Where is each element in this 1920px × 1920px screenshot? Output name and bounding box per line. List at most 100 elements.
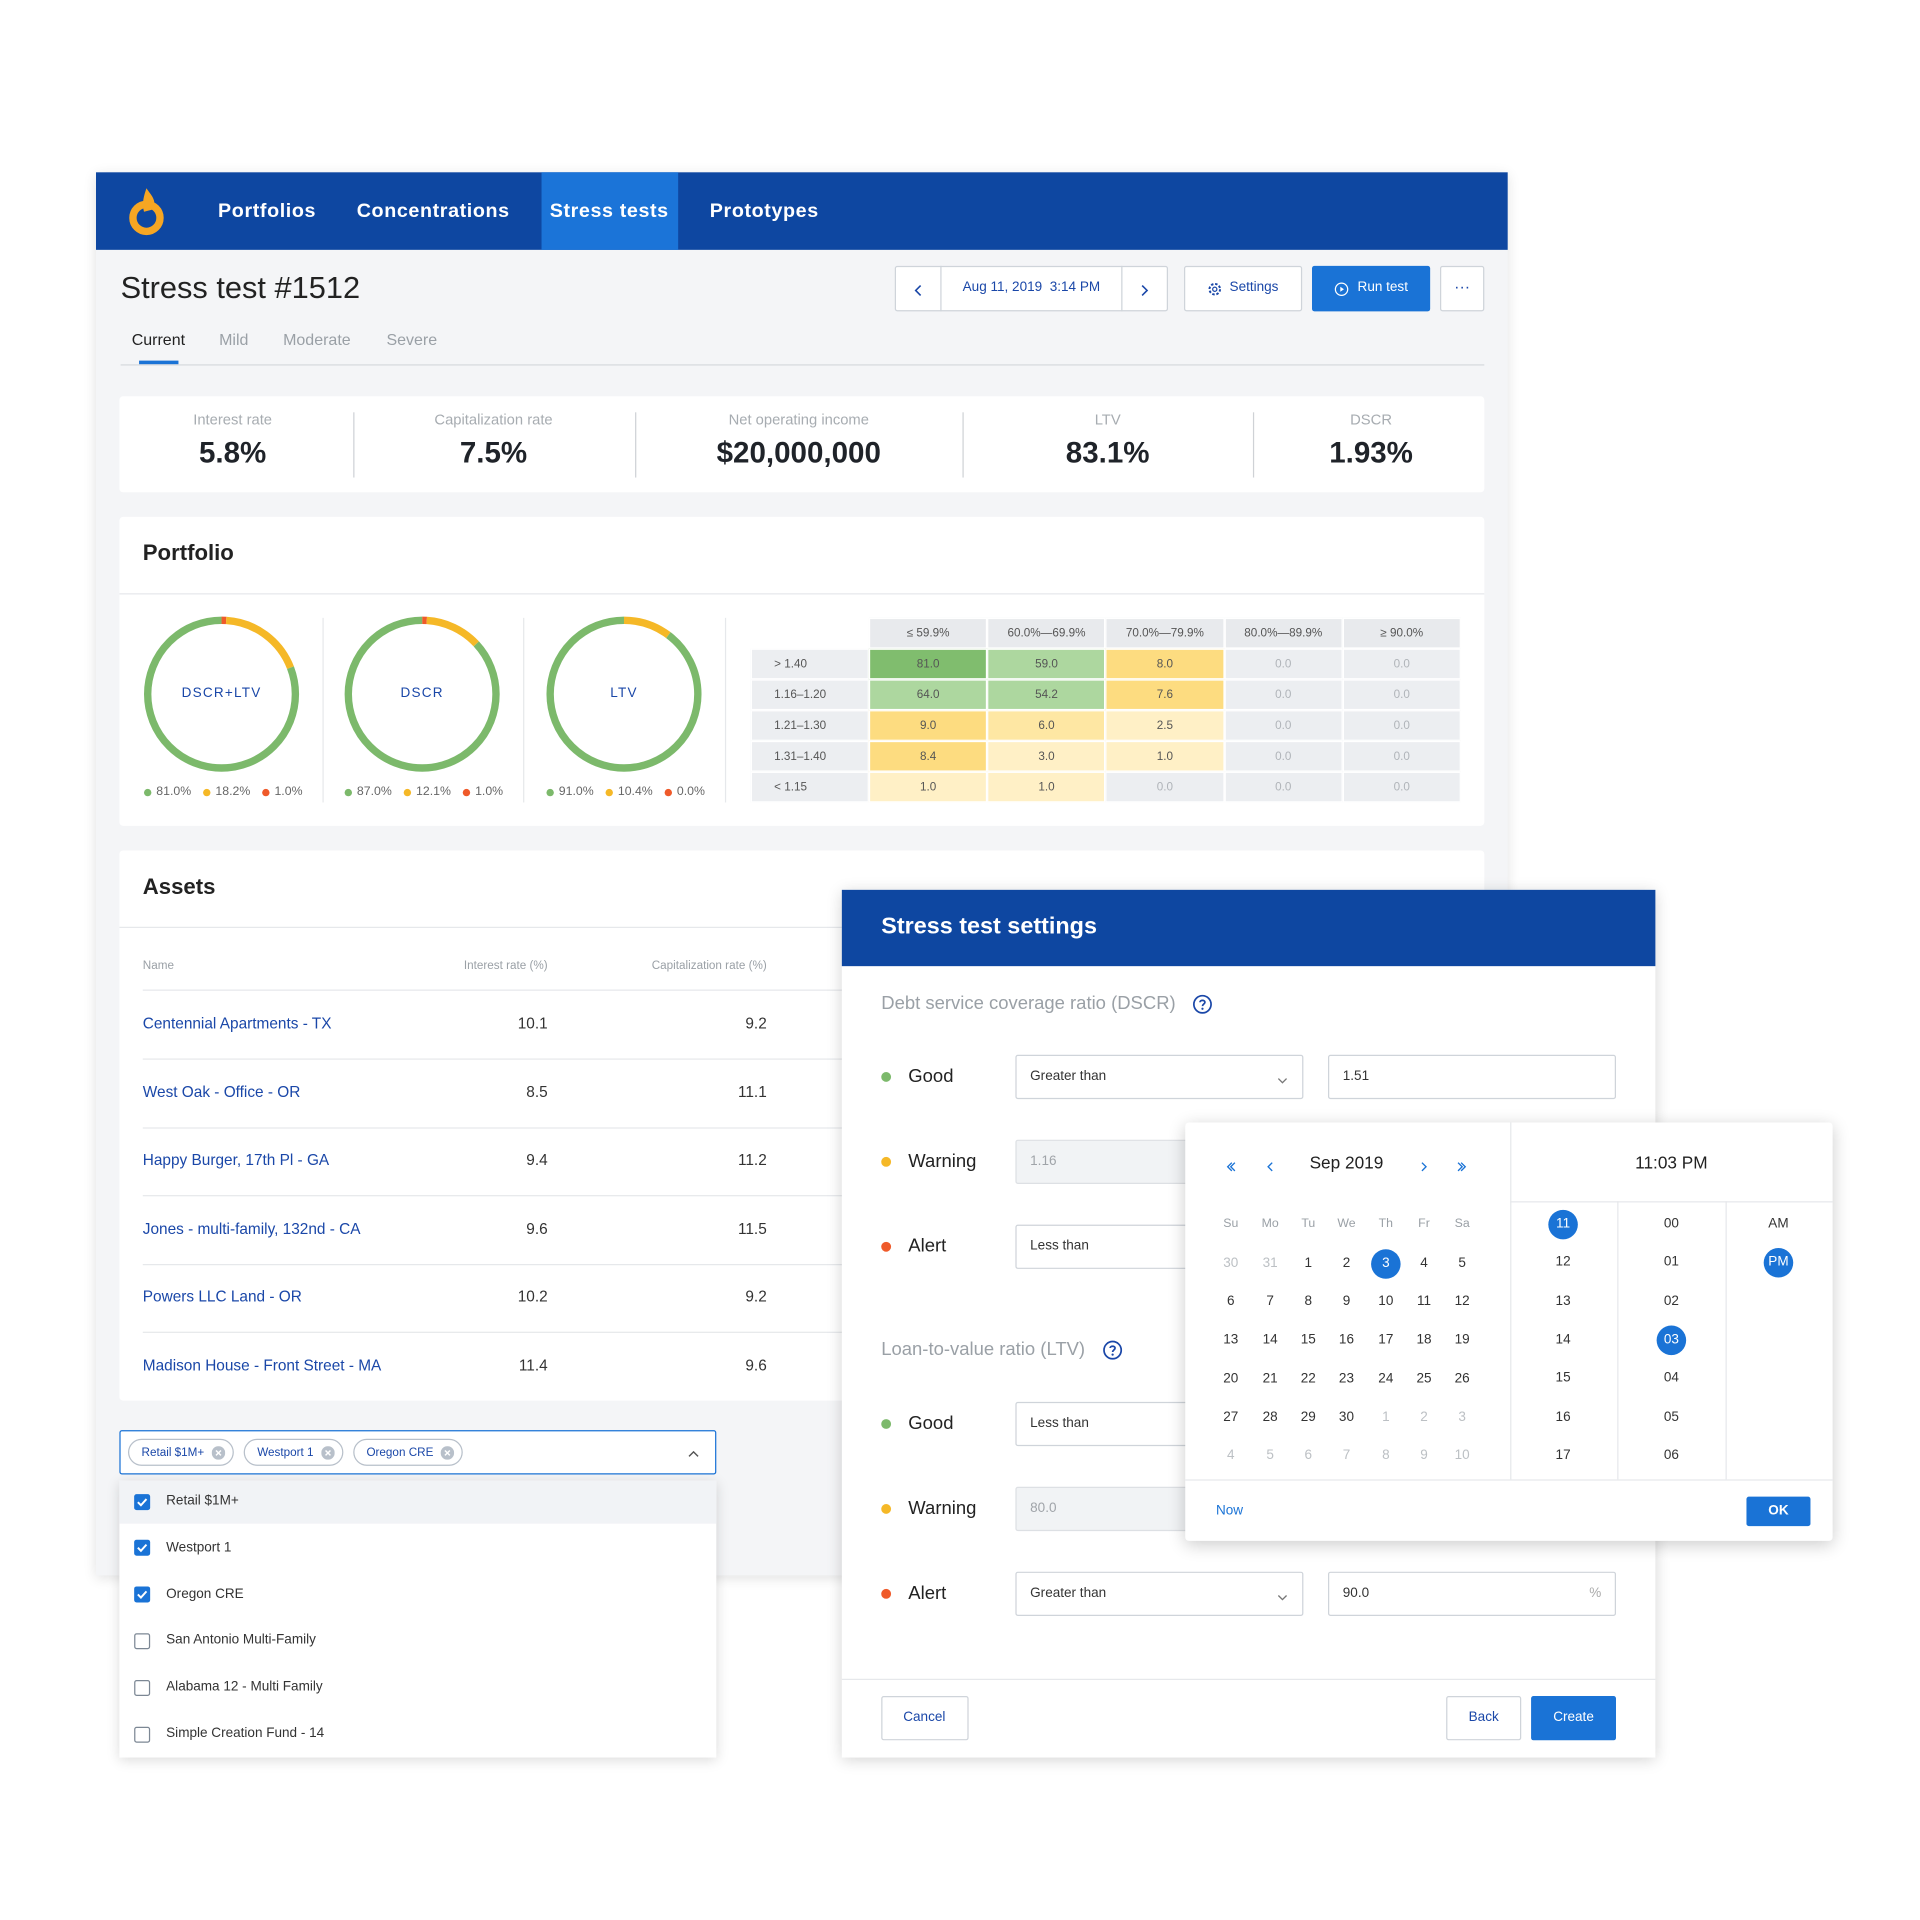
back-button[interactable] <box>1446 1695 1522 1741</box>
create-button[interactable] <box>1531 1695 1616 1741</box>
calendar-day[interactable]: 19 <box>1454 1332 1470 1348</box>
tag-remove[interactable] <box>320 1445 335 1460</box>
settings-button[interactable] <box>1183 265 1303 312</box>
calendar-day[interactable]: 25 <box>1416 1371 1432 1386</box>
tag-remove[interactable] <box>211 1445 226 1460</box>
option-label[interactable]: Oregon CRE <box>166 1586 244 1602</box>
next-button[interactable] <box>1137 282 1152 297</box>
time-option[interactable]: 12 <box>1555 1255 1571 1270</box>
tag[interactable]: Oregon CRE <box>352 1438 463 1466</box>
tab[interactable]: Moderate <box>283 330 351 349</box>
calendar-day[interactable]: 3 <box>1382 1255 1390 1271</box>
checkbox[interactable] <box>134 1679 151 1696</box>
nav-item[interactable]: Stress tests <box>549 201 669 223</box>
tag[interactable]: Westport 1 <box>243 1438 344 1466</box>
help-icon[interactable] <box>1193 994 1213 1014</box>
calendar-nav[interactable] <box>1264 1157 1276 1172</box>
prev-button[interactable] <box>911 282 926 297</box>
checkbox[interactable] <box>134 1726 151 1743</box>
nav-item[interactable]: Portfolios <box>218 201 317 223</box>
tag-remove[interactable] <box>440 1445 455 1460</box>
cancel-button[interactable] <box>881 1695 969 1741</box>
time-option[interactable]: PM <box>1768 1255 1789 1270</box>
calendar-nav[interactable] <box>1418 1157 1430 1172</box>
calendar-day[interactable]: 10 <box>1454 1447 1470 1463</box>
time-option[interactable]: 15 <box>1555 1370 1571 1386</box>
time-option[interactable]: 02 <box>1663 1293 1679 1309</box>
time-option[interactable]: 05 <box>1663 1409 1679 1424</box>
calendar-day[interactable]: 30 <box>1223 1255 1239 1271</box>
checkbox[interactable] <box>134 1540 151 1557</box>
calendar-day[interactable]: 21 <box>1262 1371 1278 1386</box>
select-chevron[interactable] <box>687 1445 701 1459</box>
asset-name[interactable]: Madison House - Front Street - MA <box>142 1356 382 1375</box>
calendar-day[interactable]: 9 <box>1420 1447 1428 1463</box>
help-icon[interactable] <box>1102 1340 1122 1360</box>
calendar-day[interactable]: 26 <box>1454 1371 1470 1386</box>
asset-name[interactable]: Centennial Apartments - TX <box>142 1014 332 1032</box>
calendar-day[interactable]: 8 <box>1304 1294 1313 1310</box>
calendar-day[interactable]: 30 <box>1338 1409 1354 1425</box>
ok-button[interactable] <box>1746 1496 1811 1527</box>
calendar-day[interactable]: 3 <box>1458 1409 1466 1425</box>
option-label[interactable]: Westport 1 <box>166 1539 232 1555</box>
calendar-day[interactable]: 9 <box>1342 1294 1351 1310</box>
calendar-day[interactable]: 5 <box>1458 1255 1466 1271</box>
calendar-day[interactable]: 13 <box>1223 1332 1239 1348</box>
run-button[interactable] <box>1311 265 1431 312</box>
time-option[interactable]: 06 <box>1663 1447 1679 1463</box>
calendar-day[interactable]: 12 <box>1454 1294 1470 1310</box>
calendar-day[interactable]: 22 <box>1300 1371 1316 1386</box>
calendar-day[interactable]: 27 <box>1223 1409 1239 1425</box>
calendar-day[interactable]: 14 <box>1262 1332 1278 1348</box>
calendar-day[interactable]: 18 <box>1416 1332 1432 1348</box>
time-option[interactable]: AM <box>1768 1216 1789 1232</box>
checkbox[interactable] <box>134 1493 151 1510</box>
calendar-nav[interactable] <box>1456 1157 1468 1172</box>
value-input[interactable] <box>1327 1054 1616 1100</box>
nav-item[interactable]: Prototypes <box>709 201 819 223</box>
calendar-day[interactable]: 4 <box>1226 1447 1235 1463</box>
time-option[interactable]: 13 <box>1555 1293 1571 1309</box>
time-option[interactable]: 00 <box>1663 1216 1679 1232</box>
calendar-day[interactable]: 29 <box>1300 1409 1316 1425</box>
calendar-day[interactable]: 23 <box>1338 1371 1354 1386</box>
asset-name[interactable]: Jones - multi-family, 132nd - CA <box>142 1220 361 1238</box>
time-option[interactable]: 11 <box>1556 1216 1571 1232</box>
operator-select[interactable] <box>1015 1571 1304 1616</box>
value-input[interactable] <box>1327 1571 1616 1616</box>
asset-name[interactable]: Happy Burger, 17th Pl - GA <box>142 1151 330 1169</box>
tag[interactable]: Retail $1M+ <box>127 1438 234 1466</box>
time-option[interactable]: 01 <box>1663 1255 1679 1270</box>
tab[interactable]: Current <box>131 330 186 349</box>
checkbox[interactable] <box>134 1633 151 1650</box>
time-option[interactable]: 03 <box>1663 1332 1679 1347</box>
calendar-day[interactable]: 11 <box>1416 1294 1432 1310</box>
nav-item[interactable]: Concentrations <box>356 201 510 223</box>
asset-name[interactable]: Powers LLC Land - OR <box>142 1288 302 1306</box>
calendar-day[interactable]: 7 <box>1266 1294 1274 1310</box>
calendar-day[interactable]: 15 <box>1300 1332 1316 1348</box>
calendar-day[interactable]: 31 <box>1262 1255 1278 1271</box>
calendar-day[interactable]: 6 <box>1226 1294 1235 1310</box>
date-value[interactable]: Aug 11, 2019 3:14 PM <box>962 279 1101 295</box>
time-option[interactable]: 14 <box>1555 1332 1571 1347</box>
calendar-day[interactable]: 1 <box>1304 1255 1313 1271</box>
tab[interactable]: Severe <box>386 330 438 349</box>
option-label[interactable]: Retail $1M+ <box>166 1493 239 1509</box>
calendar-day[interactable]: 7 <box>1342 1447 1351 1463</box>
option-label[interactable]: San Antonio Multi-Family <box>166 1632 316 1648</box>
calendar-nav[interactable] <box>1225 1157 1237 1172</box>
calendar-day[interactable]: 8 <box>1382 1447 1390 1463</box>
calendar-day[interactable]: 16 <box>1338 1332 1354 1348</box>
calendar-day[interactable]: 2 <box>1420 1409 1428 1425</box>
calendar-day[interactable]: 1 <box>1382 1409 1390 1425</box>
calendar-day[interactable]: 4 <box>1420 1255 1428 1271</box>
checkbox[interactable] <box>134 1586 151 1603</box>
calendar-day[interactable]: 24 <box>1378 1371 1394 1386</box>
now-link[interactable]: Now <box>1215 1503 1244 1519</box>
calendar-day[interactable]: 17 <box>1378 1332 1394 1348</box>
calendar-day[interactable]: 6 <box>1304 1447 1313 1463</box>
tab[interactable]: Mild <box>219 330 249 349</box>
option-label[interactable]: Alabama 12 - Multi Family <box>166 1679 323 1695</box>
